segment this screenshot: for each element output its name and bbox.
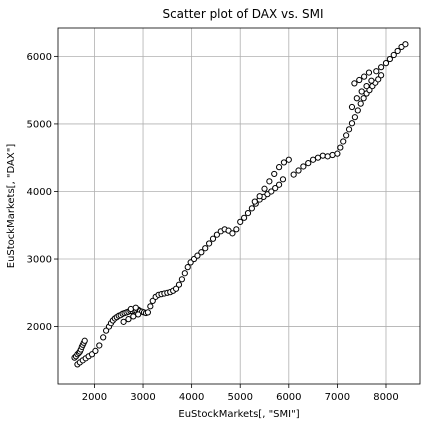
data-point — [394, 47, 401, 55]
data-point — [305, 160, 312, 167]
data-point — [368, 77, 375, 84]
data-point — [175, 281, 183, 288]
data-point — [340, 138, 347, 145]
data-point — [279, 176, 287, 183]
data-point — [285, 156, 292, 163]
x-tick-label: 4000 — [179, 392, 204, 403]
data-point — [251, 198, 258, 205]
y-tick-label: 2000 — [27, 322, 52, 333]
data-point — [149, 297, 156, 305]
data-point — [237, 218, 244, 225]
data-point — [378, 72, 385, 79]
data-point — [290, 171, 297, 178]
data-point — [373, 68, 380, 75]
data-point — [361, 73, 368, 80]
data-point — [202, 245, 209, 252]
data-point — [256, 193, 263, 200]
y-axis-label: EuStockMarkets[, "DAX"] — [6, 144, 17, 269]
data-point — [229, 230, 236, 237]
data-points — [71, 41, 409, 368]
data-point — [268, 188, 275, 195]
y-tick-label: 6000 — [27, 52, 52, 63]
data-point — [378, 64, 385, 71]
data-point — [366, 87, 373, 94]
data-point — [132, 304, 139, 311]
y-tick-label: 5000 — [27, 119, 52, 130]
data-point — [96, 342, 103, 349]
data-point — [353, 95, 360, 102]
data-point — [275, 164, 283, 171]
data-point — [348, 103, 356, 111]
data-point — [198, 249, 205, 256]
data-point — [300, 163, 307, 170]
x-tick-label: 6000 — [276, 392, 301, 403]
data-point — [357, 100, 364, 107]
data-point — [358, 88, 365, 95]
x-tick-label: 8000 — [373, 392, 398, 403]
data-point — [363, 82, 370, 90]
data-point — [184, 264, 191, 271]
data-point — [100, 334, 107, 341]
x-tick-label: 5000 — [227, 392, 252, 403]
data-point — [248, 205, 255, 212]
data-point — [337, 144, 344, 151]
data-point — [356, 76, 363, 84]
data-point — [345, 126, 353, 133]
plot-area-frame — [57, 27, 421, 385]
data-point — [280, 159, 288, 166]
data-point — [351, 80, 358, 87]
data-point — [233, 226, 240, 233]
data-point — [244, 209, 252, 217]
data-point — [295, 167, 302, 174]
data-point — [319, 152, 326, 159]
data-point — [92, 347, 99, 354]
data-point — [272, 184, 279, 192]
data-point — [354, 107, 361, 114]
data-point — [194, 252, 201, 259]
data-point — [386, 55, 393, 63]
data-point — [348, 120, 356, 127]
data-point — [209, 235, 217, 242]
data-point — [147, 303, 154, 310]
data-point — [382, 60, 390, 67]
data-point — [103, 327, 110, 334]
data-point — [261, 185, 268, 192]
data-point — [271, 170, 278, 178]
data-point — [144, 309, 151, 316]
data-point — [172, 285, 180, 292]
x-axis-label: EuStockMarkets[, "SMI"] — [178, 409, 299, 420]
data-point — [390, 51, 397, 59]
x-tick-label: 7000 — [325, 392, 350, 403]
x-tick-label: 3000 — [130, 392, 155, 403]
data-point — [81, 337, 88, 344]
data-point — [351, 114, 358, 121]
y-tick-label: 4000 — [27, 187, 52, 198]
data-point — [241, 214, 248, 221]
data-point — [213, 231, 220, 238]
chart-title: Scatter plot of DAX vs. SMI — [162, 7, 323, 21]
x-tick-label: 2000 — [82, 392, 107, 403]
data-point — [125, 316, 132, 323]
y-tick-label: 3000 — [27, 255, 52, 266]
data-point — [120, 318, 127, 325]
data-point — [375, 76, 382, 83]
data-point — [402, 41, 409, 48]
data-point — [365, 69, 373, 76]
data-point — [343, 132, 350, 139]
data-point — [275, 181, 283, 188]
axis-ticks: 2000 3000 4000 5000 6000 7000 8000 2000 3000 4000… — [27, 52, 399, 403]
data-point — [181, 270, 188, 277]
data-point — [266, 178, 273, 185]
grid — [58, 28, 420, 384]
data-point — [178, 276, 186, 283]
data-point — [360, 95, 367, 102]
data-point — [206, 240, 213, 247]
data-point — [334, 150, 341, 157]
data-point — [135, 311, 142, 318]
